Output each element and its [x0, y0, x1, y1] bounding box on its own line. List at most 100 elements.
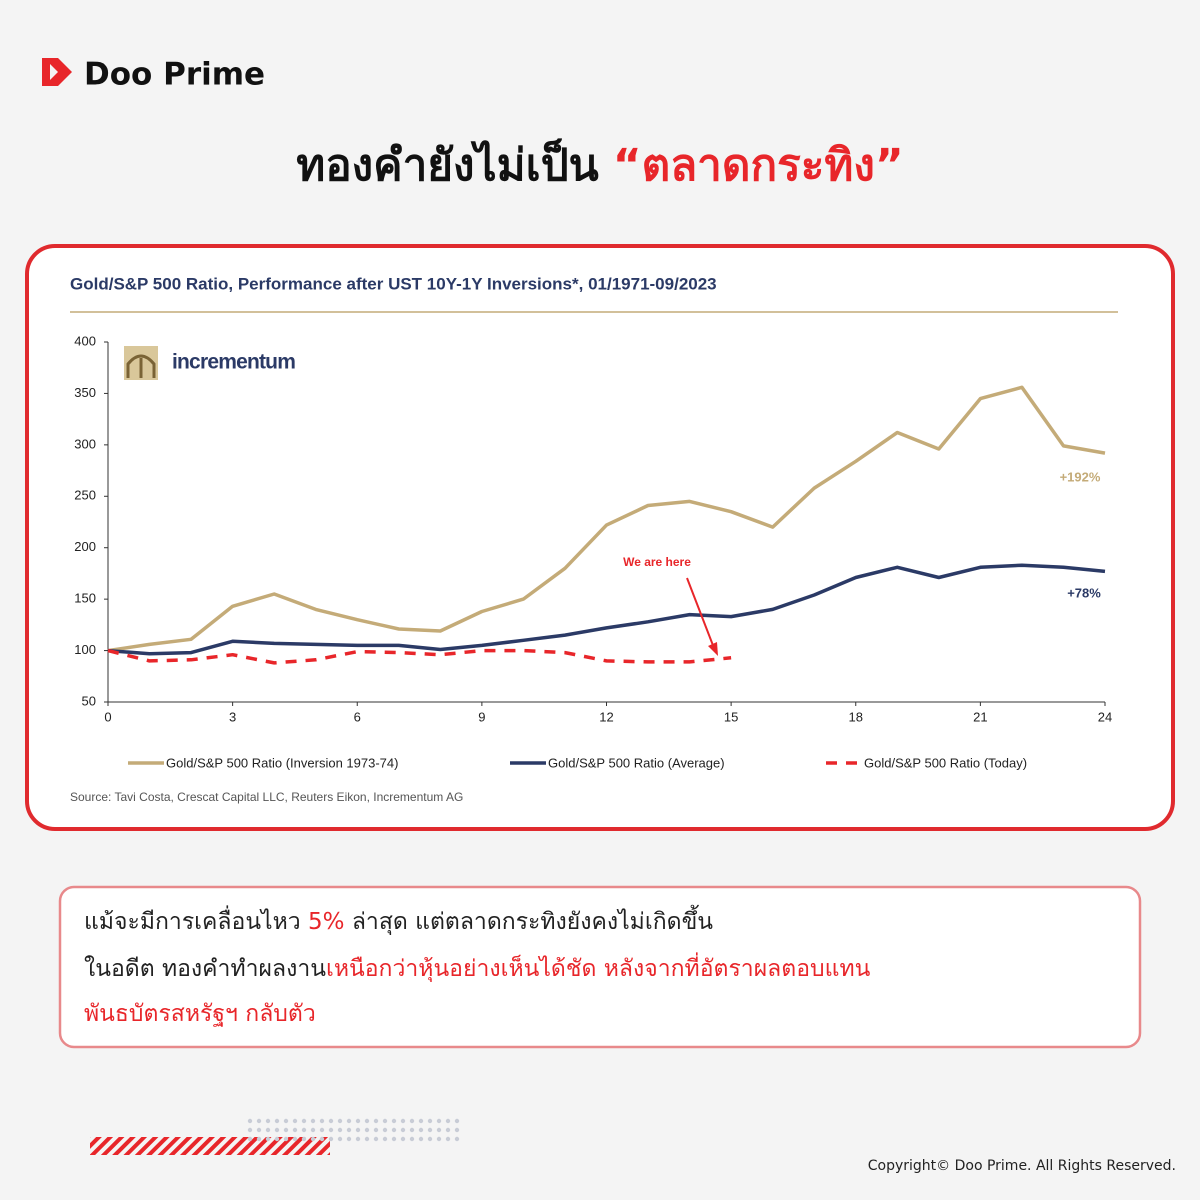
- decor-dot: [337, 1127, 343, 1133]
- y-tick-label: 50: [82, 693, 96, 708]
- decor-dot: [400, 1118, 406, 1124]
- decor-stripes: [90, 1137, 330, 1155]
- decor-dot: [373, 1118, 379, 1124]
- decor-dot: [310, 1136, 316, 1142]
- decor-dot: [337, 1136, 343, 1142]
- headline-highlight: “ตลาดกระทิง”: [613, 140, 904, 191]
- series-line: [107, 385, 1106, 653]
- chart-frame: [25, 244, 1175, 831]
- decor-dot: [355, 1118, 361, 1124]
- x-tick-label: 21: [973, 709, 987, 724]
- caption-box: [58, 885, 1142, 1049]
- decor-dot: [454, 1118, 460, 1124]
- decor-dot: [301, 1127, 307, 1133]
- decor-dot: [427, 1127, 433, 1133]
- y-tick-label: 350: [74, 385, 96, 400]
- decor-dot: [283, 1127, 289, 1133]
- decor-dot: [373, 1136, 379, 1142]
- y-tick-label: 250: [74, 488, 96, 503]
- decor-dot: [391, 1136, 397, 1142]
- decor-dot: [454, 1136, 460, 1142]
- decor-dot: [355, 1136, 361, 1142]
- caption-segment: เหนือกว่าหุ้นอย่างเห็นได้ชัด หลังจากที่อ…: [326, 952, 871, 982]
- decor-dot: [445, 1118, 451, 1124]
- decor-dot: [274, 1127, 280, 1133]
- decor-dot: [310, 1118, 316, 1124]
- decor-dot: [265, 1127, 271, 1133]
- decor-dot: [391, 1118, 397, 1124]
- y-tick-label: 400: [74, 333, 96, 348]
- annotation: +192%: [1060, 469, 1101, 484]
- chart-source: Source: Tavi Costa, Crescat Capital LLC,…: [70, 790, 463, 804]
- x-tick-label: 6: [354, 709, 361, 724]
- series-line: [107, 648, 732, 665]
- decor-dot: [274, 1136, 280, 1142]
- caption-segment: พันธบัตรสหรัฐฯ กลับตัว: [84, 1001, 316, 1027]
- decor-dot: [265, 1136, 271, 1142]
- caption-segment: ล่าสุด แต่ตลาดกระทิงยังคงไม่เกิดขึ้น: [345, 905, 714, 935]
- decor-dot: [400, 1136, 406, 1142]
- headline: ทองคำยังไม่เป็น “ตลาดกระทิง”: [296, 138, 904, 191]
- decor-dot: [409, 1118, 415, 1124]
- decor-dot: [418, 1118, 424, 1124]
- chart-logo-text: incrementum: [172, 351, 295, 374]
- decor-dot: [454, 1127, 460, 1133]
- caption-segment: ในอดีต ทองคำทำผลงาน: [84, 955, 326, 982]
- decor-dot: [364, 1136, 370, 1142]
- decor-dot: [292, 1118, 298, 1124]
- incrementum-icon: [124, 346, 158, 380]
- decor-dot: [328, 1118, 334, 1124]
- decor-dot: [382, 1136, 388, 1142]
- x-tick-label: 15: [724, 709, 738, 724]
- decor-dot: [382, 1127, 388, 1133]
- y-tick-label: 200: [74, 539, 96, 554]
- decor-dot: [382, 1118, 388, 1124]
- annotation: +78%: [1067, 585, 1101, 600]
- decor-dot: [310, 1127, 316, 1133]
- x-tick-label: 3: [229, 709, 236, 724]
- y-tick-label: 150: [74, 591, 96, 606]
- decor-dot: [319, 1118, 325, 1124]
- decor-dot: [436, 1127, 442, 1133]
- x-tick-label: 9: [478, 709, 485, 724]
- x-tick-label: 18: [849, 709, 863, 724]
- annotation: We are here: [623, 555, 691, 569]
- annotation-arrow: [686, 577, 715, 649]
- decor-dot: [364, 1127, 370, 1133]
- decor-dot: [364, 1118, 370, 1124]
- decor-dot: [256, 1136, 262, 1142]
- decor-dot: [301, 1118, 307, 1124]
- decor-dot: [436, 1136, 442, 1142]
- decor-dot: [355, 1127, 361, 1133]
- decor-dot: [319, 1127, 325, 1133]
- decor-dot: [373, 1127, 379, 1133]
- decor-dot: [256, 1118, 262, 1124]
- brand-name: Doo Prime: [84, 57, 265, 93]
- decor-dot: [328, 1127, 334, 1133]
- series-line: [107, 563, 1106, 656]
- decor-dot: [418, 1127, 424, 1133]
- x-tick-label: 12: [599, 709, 613, 724]
- x-tick-label: 24: [1098, 709, 1112, 724]
- x-tick-label: 0: [104, 709, 111, 724]
- decor-dot: [436, 1118, 442, 1124]
- legend-label: Gold/S&P 500 Ratio (Average): [548, 755, 725, 770]
- legend-label: Gold/S&P 500 Ratio (Today): [864, 755, 1027, 770]
- decor-dot: [247, 1136, 253, 1142]
- decor-dot: [292, 1127, 298, 1133]
- decor-dot: [283, 1118, 289, 1124]
- decor-dot: [346, 1127, 352, 1133]
- decor-dot: [319, 1136, 325, 1142]
- decor-dots: [247, 1118, 460, 1142]
- copyright: Copyright© Doo Prime. All Rights Reserve…: [868, 1158, 1176, 1174]
- y-tick-label: 300: [74, 436, 96, 451]
- y-tick-label: 100: [74, 642, 96, 657]
- caption-line: แม้จะมีการเคลื่อนไหว 5% ล่าสุด แต่ตลาดกร…: [84, 905, 713, 935]
- decor-dot: [445, 1127, 451, 1133]
- annotation-arrowhead: [708, 642, 718, 656]
- decor-dot: [418, 1136, 424, 1142]
- caption-line: ในอดีต ทองคำทำผลงานเหนือกว่าหุ้นอย่างเห็…: [84, 952, 871, 982]
- decor-dot: [445, 1136, 451, 1142]
